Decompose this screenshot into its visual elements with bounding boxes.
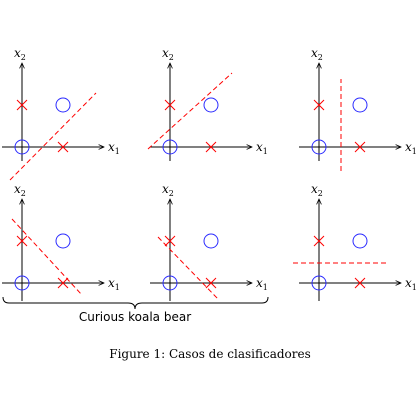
cross-point: [313, 99, 325, 111]
cross-point: [354, 277, 366, 289]
y-axis-label: x2: [14, 46, 26, 62]
cross-point: [16, 99, 28, 111]
x-axis-label: x1: [256, 276, 268, 292]
circle-point: [311, 275, 327, 291]
decision-boundary: [147, 72, 233, 150]
y-axis-label: x2: [162, 182, 174, 198]
panel-bottom-left: x1 x2: [2, 182, 120, 301]
x-axis-label: x1: [108, 140, 120, 156]
x-axis-label: x1: [256, 140, 268, 156]
cross-point: [164, 235, 176, 247]
panel-top-middle: x1 x2: [147, 46, 268, 161]
decision-boundary: [157, 236, 219, 300]
x-axis-label: x1: [405, 140, 417, 156]
x-axis-label: x1: [405, 276, 417, 292]
brace-label: Curious koala bear: [79, 310, 191, 324]
panel-top-left: x1 x2: [2, 46, 120, 181]
y-axis-label: x2: [311, 46, 323, 62]
circle-point: [352, 233, 368, 249]
cross-point: [16, 235, 28, 247]
circle-point: [14, 275, 30, 291]
y-axis-label: x2: [162, 46, 174, 62]
circle-point: [55, 97, 71, 113]
cross-point: [57, 277, 69, 289]
panel-bottom-middle: x1 x2: [150, 182, 268, 301]
cross-point: [57, 141, 69, 153]
cross-point: [164, 99, 176, 111]
panel-top-right: x1 x2: [299, 46, 417, 171]
decision-boundary: [11, 218, 83, 296]
circle-point: [311, 139, 327, 155]
panel-bottom-right: x1 x2: [293, 182, 417, 301]
circle-point: [14, 139, 30, 155]
circle-point: [352, 97, 368, 113]
circle-point: [162, 139, 178, 155]
y-axis-label: x2: [311, 182, 323, 198]
circle-point: [162, 275, 178, 291]
y-axis-label: x2: [14, 182, 26, 198]
circle-point: [203, 233, 219, 249]
figure-caption: Figure 1: Casos de clasificadores: [109, 347, 311, 361]
cross-point: [205, 141, 217, 153]
decision-boundary: [9, 92, 97, 181]
cross-point: [205, 277, 217, 289]
circle-point: [55, 233, 71, 249]
x-axis-label: x1: [108, 276, 120, 292]
curly-brace: [2, 296, 269, 310]
circle-point: [203, 97, 219, 113]
cross-point: [313, 235, 325, 247]
cross-point: [354, 141, 366, 153]
